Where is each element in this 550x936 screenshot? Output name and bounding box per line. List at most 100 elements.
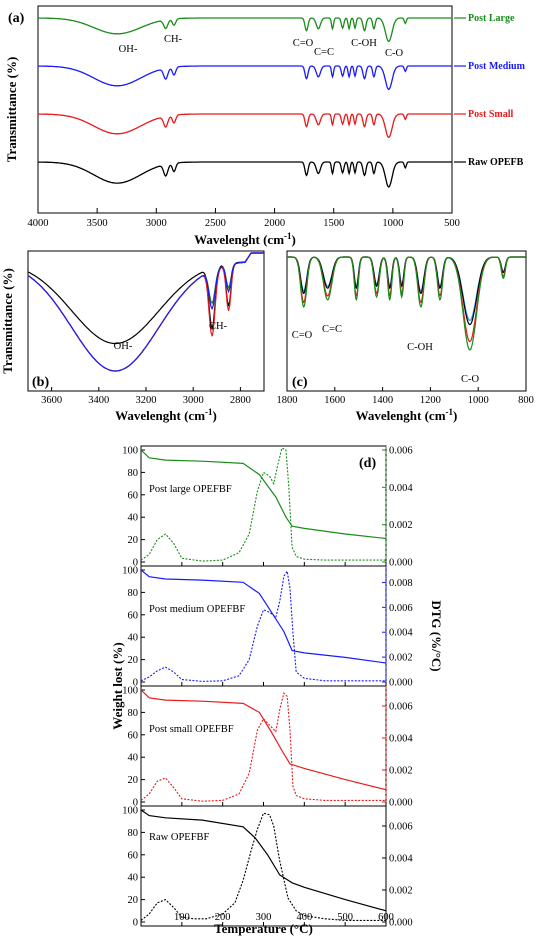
panel-a-series-post-large bbox=[38, 17, 452, 43]
panel-d-dtg-line bbox=[140, 569, 386, 682]
panel-d-ytick-left-label: 80 bbox=[128, 828, 139, 839]
panel-d-ytick-right-label: 0.006 bbox=[389, 702, 413, 713]
panel-a-xtick-label: 2000 bbox=[264, 218, 285, 229]
panel-d-ytick-right-label: 0.006 bbox=[389, 603, 413, 614]
panel-c-series-line bbox=[287, 256, 526, 351]
panel-d-ytick-left-label: 0 bbox=[133, 798, 138, 809]
panel-a-annotation-cc: C=C bbox=[314, 47, 334, 58]
panel-a-series-post-small bbox=[38, 113, 452, 139]
panel-d-subplot-label: Post small OPEFBF bbox=[149, 724, 234, 735]
panel-a-annotation-c-o: C-O bbox=[385, 48, 404, 59]
panel-d-ytick-left-label: 20 bbox=[128, 655, 139, 666]
panel-b-xlabel: Wavelenght (cm-1) bbox=[115, 407, 217, 423]
panel-d-ytick-left-label: 0 bbox=[133, 678, 138, 689]
panel-d-subplot-frame bbox=[140, 565, 387, 687]
panel-d-xtick-label: 600 bbox=[378, 912, 394, 923]
panel-b-xtick-label: 2800 bbox=[230, 395, 251, 406]
panel-c-annotation-coh: C-OH bbox=[407, 342, 433, 353]
panel-d-ytick-left-label: 40 bbox=[128, 633, 139, 644]
panel-d-ytick-left-label: 40 bbox=[128, 873, 139, 884]
panel-d-xtick-label: 500 bbox=[337, 912, 353, 923]
panel-d-ylabel-right: DTG (%/°C) bbox=[429, 600, 444, 671]
panel-a-frame bbox=[37, 5, 453, 214]
panel-c-series-line bbox=[287, 256, 526, 322]
panel-a-xtick-label: 3500 bbox=[87, 218, 108, 229]
panel-d-ytick-left-label: 60 bbox=[128, 610, 139, 621]
panel-d-ytick-left-label: 60 bbox=[128, 850, 139, 861]
panel-d-ytick-right-label: 0.006 bbox=[389, 446, 413, 457]
panel-b-xtick-label: 3400 bbox=[88, 395, 109, 406]
panel-c-xtick-label: 1000 bbox=[468, 395, 489, 406]
panel-a-legend-label: Post Medium bbox=[468, 61, 526, 72]
panel-d-tag: (d) bbox=[359, 456, 376, 471]
panel-b-frame bbox=[27, 250, 265, 392]
panel-d-ytick-left-label: 20 bbox=[128, 535, 139, 546]
panel-d-tga-line bbox=[140, 689, 387, 791]
panel-c-xtick-label: 1800 bbox=[277, 395, 298, 406]
panel-d-subplot-frame bbox=[140, 805, 387, 927]
panel-a-legend-label: Post Small bbox=[468, 109, 514, 120]
panel-a-xtick-label: 500 bbox=[444, 218, 460, 229]
panel-c-annotation-c-o: C-O bbox=[461, 374, 480, 385]
panel-b-ylabel: Transmittance (%) bbox=[0, 268, 15, 374]
panel-b-series-line bbox=[27, 252, 264, 372]
panel-d-subplot-label: Post medium OPEFBF bbox=[149, 604, 245, 615]
panel-a-tag: (a) bbox=[8, 11, 25, 26]
panel-c-xlabel: Wavelenght (cm-1) bbox=[356, 407, 458, 423]
panel-a-xtick-label: 4000 bbox=[28, 218, 49, 229]
panel-a-xtick-label: 3000 bbox=[146, 218, 167, 229]
panel-d-ytick-left-label: 80 bbox=[128, 708, 139, 719]
panel-d-ytick-left-label: 20 bbox=[128, 775, 139, 786]
panel-d-xtick-label: 200 bbox=[215, 912, 231, 923]
panel-a-legend-label: Raw OPEFB bbox=[468, 157, 524, 168]
panel-d-ytick-left-label: 0 bbox=[133, 918, 138, 929]
panel-d-ytick-right-label: 0.000 bbox=[389, 918, 413, 929]
panel-d-ytick-left-label: 100 bbox=[122, 806, 138, 817]
panel-a-xtick-label: 1500 bbox=[323, 218, 344, 229]
panel-d-subplot-frame bbox=[140, 685, 387, 807]
panel-d-ytick-right-label: 0.006 bbox=[389, 822, 413, 833]
panel-a-xlabel: Wavelenght (cm-1) bbox=[194, 231, 296, 247]
panel-a-legend-label: Post Large bbox=[468, 13, 515, 24]
panel-d-tga-line bbox=[140, 809, 387, 912]
panel-b-series-line bbox=[27, 252, 264, 345]
panel-c-xtick-label: 1400 bbox=[372, 395, 393, 406]
panel-c-xtick-label: 800 bbox=[518, 395, 534, 406]
panel-a-xtick-label: 2500 bbox=[205, 218, 226, 229]
panel-d-ytick-right-label: 0.004 bbox=[389, 854, 413, 865]
panel-d-ytick-left-label: 20 bbox=[128, 895, 139, 906]
panel-d-ytick-right-label: 0.000 bbox=[389, 798, 413, 809]
panel-d-ylabel: Weight lost (%) bbox=[110, 642, 125, 729]
panel-b-annotation-oh: OH- bbox=[114, 341, 133, 352]
panel-b-annotation-ch: CH- bbox=[209, 321, 228, 332]
panel-d-ytick-left-label: 60 bbox=[128, 490, 139, 501]
panel-d-ytick-right-label: 0.002 bbox=[389, 653, 413, 664]
panel-d-xtick-label: 100 bbox=[174, 912, 190, 923]
panel-b-series-line bbox=[27, 252, 264, 372]
panel-c-xtick-label: 1600 bbox=[324, 395, 345, 406]
panel-d-ytick-right-label: 0.004 bbox=[389, 628, 413, 639]
panel-d-ytick-left-label: 100 bbox=[122, 566, 138, 577]
panel-d-dtg-line bbox=[140, 812, 386, 921]
panel-c-annotation-co: C=O bbox=[292, 330, 313, 341]
panel-a-annotation-coh: C-OH bbox=[351, 38, 377, 49]
panel-d-ytick-left-label: 100 bbox=[122, 446, 138, 457]
panel-d-ytick-right-label: 0.004 bbox=[389, 734, 413, 745]
panel-d-subplot-label: Post large OPEFBF bbox=[149, 484, 232, 495]
panel-a-series-raw-opefb bbox=[38, 161, 452, 188]
panel-d-subplot-label: Raw OPEFBF bbox=[149, 832, 210, 843]
panel-d-ytick-right-label: 0.002 bbox=[389, 766, 413, 777]
panel-d-xtick-label: 400 bbox=[296, 912, 312, 923]
panel-d-xlabel: Temperature (°C) bbox=[214, 921, 313, 936]
panel-d-ytick-left-label: 40 bbox=[128, 513, 139, 524]
panel-a-annotation-co: C=O bbox=[293, 38, 314, 49]
panel-d-ytick-left-label: 80 bbox=[128, 588, 139, 599]
panel-d-ytick-left-label: 60 bbox=[128, 730, 139, 741]
panel-d-ytick-right-label: 0.004 bbox=[389, 483, 413, 494]
panel-b-xtick-label: 3200 bbox=[136, 395, 157, 406]
panel-c-xtick-label: 1200 bbox=[420, 395, 441, 406]
panel-d-ytick-right-label: 0.002 bbox=[389, 520, 413, 531]
panel-c-annotation-cc: C=C bbox=[322, 324, 342, 335]
panel-d-ytick-right-label: 0.008 bbox=[389, 578, 413, 589]
